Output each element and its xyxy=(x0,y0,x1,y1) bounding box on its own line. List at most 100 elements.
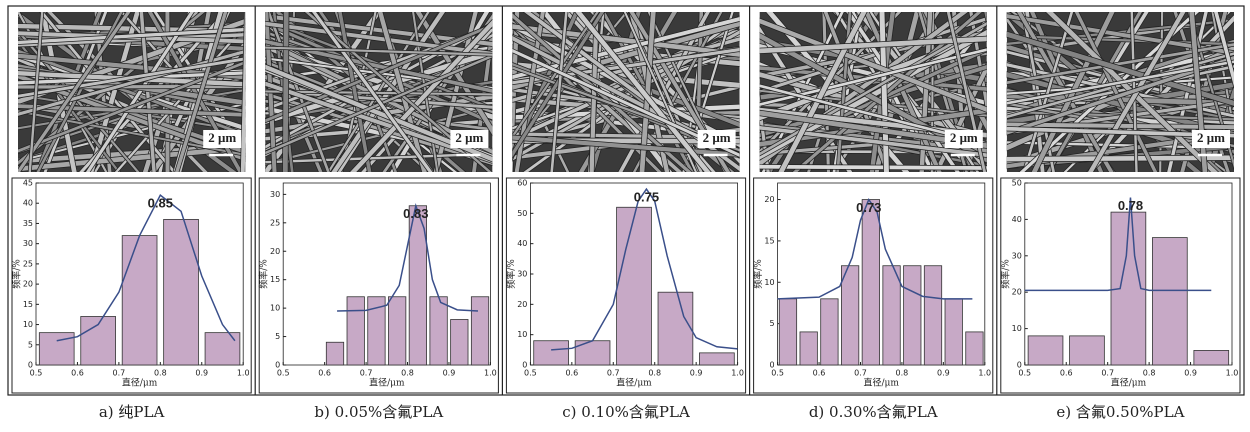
x-tick-label: 0.9 xyxy=(195,369,208,378)
y-tick-label: 50 xyxy=(1012,179,1022,188)
fiber xyxy=(987,158,1250,160)
bar xyxy=(617,207,652,365)
x-tick-label: 0.6 xyxy=(318,369,331,378)
fiber xyxy=(252,0,253,192)
y-tick-label: 35 xyxy=(23,219,33,228)
bar xyxy=(699,353,734,365)
x-tick-label: 0.7 xyxy=(607,369,620,378)
y-axis-label: 频率/% xyxy=(505,259,517,289)
y-tick-label: 30 xyxy=(517,270,527,279)
x-axis-label: 直径/μm xyxy=(122,377,158,389)
bar xyxy=(945,299,962,365)
bar xyxy=(904,266,921,365)
y-tick-label: 30 xyxy=(23,239,33,248)
sem-image: 2 μm xyxy=(720,0,1026,192)
y-tick-label: 10 xyxy=(517,330,527,339)
x-tick-label: 1.0 xyxy=(731,369,744,378)
fit-curve xyxy=(337,206,478,311)
bar xyxy=(841,266,858,365)
y-tick-label: 40 xyxy=(23,199,33,208)
y-tick-label: 45 xyxy=(23,179,33,188)
bar xyxy=(575,341,610,365)
peak-annotation: 0.73 xyxy=(856,200,881,215)
x-tick-label: 0.9 xyxy=(937,369,950,378)
bar xyxy=(471,297,488,365)
x-tick-label: 0.6 xyxy=(565,369,578,378)
y-tick-label: 10 xyxy=(270,304,280,313)
y-tick-label: 40 xyxy=(1012,215,1022,224)
sem-image: 2 μm xyxy=(475,0,775,192)
x-tick-label: 0.9 xyxy=(443,369,456,378)
fiber xyxy=(285,0,286,192)
y-tick-label: 20 xyxy=(270,247,280,256)
y-tick-label: 30 xyxy=(270,190,280,199)
y-tick-label: 40 xyxy=(517,239,527,248)
bar xyxy=(451,320,468,366)
x-tick-label: 0.5 xyxy=(524,369,537,378)
x-tick-label: 0.6 xyxy=(813,369,826,378)
x-tick-label: 0.6 xyxy=(1060,369,1073,378)
bar xyxy=(164,219,199,365)
y-tick-label: 5 xyxy=(275,332,280,341)
bar xyxy=(347,297,364,365)
y-tick-label: 15 xyxy=(270,275,280,284)
x-tick-label: 0.5 xyxy=(30,369,43,378)
panel-caption: e) 含氟0.50%PLA xyxy=(1056,403,1184,421)
y-tick-label: 25 xyxy=(270,218,280,227)
x-tick-label: 1.0 xyxy=(237,369,250,378)
y-tick-label: 50 xyxy=(517,209,527,218)
fiber xyxy=(1236,0,1250,192)
scale-label: 2 μm xyxy=(208,130,236,145)
y-tick-label: 10 xyxy=(23,320,33,329)
bar xyxy=(966,332,983,365)
x-tick-label: 0.7 xyxy=(1101,369,1114,378)
scale-label: 2 μm xyxy=(950,130,978,145)
y-tick-label: 25 xyxy=(23,259,33,268)
x-tick-label: 0.6 xyxy=(71,369,84,378)
bar xyxy=(388,297,405,365)
fiber xyxy=(252,0,253,192)
y-tick-label: 20 xyxy=(1012,288,1022,297)
bar xyxy=(883,266,900,365)
bar xyxy=(534,341,569,365)
y-tick-label: 10 xyxy=(1012,324,1022,333)
peak-annotation: 0.78 xyxy=(1118,198,1143,213)
x-tick-label: 0.8 xyxy=(896,369,909,378)
bar xyxy=(924,266,941,365)
x-tick-label: 0.7 xyxy=(854,369,867,378)
x-axis-label: 直径/μm xyxy=(369,377,405,389)
panel-caption: b) 0.05%含氟PLA xyxy=(314,403,443,421)
peak-annotation: 0.83 xyxy=(403,206,428,221)
bar xyxy=(821,299,838,365)
y-axis-label: 频率/% xyxy=(752,259,764,289)
bar xyxy=(1194,350,1229,365)
scale-label: 2 μm xyxy=(703,130,731,145)
bar xyxy=(205,333,240,365)
x-tick-label: 1.0 xyxy=(1226,369,1239,378)
scale-label: 2 μm xyxy=(1197,130,1225,145)
x-axis-label: 直径/μm xyxy=(616,377,652,389)
y-axis-label: 频率/% xyxy=(258,259,270,289)
bar xyxy=(1028,336,1063,365)
bar xyxy=(430,297,447,365)
bar xyxy=(1152,238,1187,365)
x-axis-label: 直径/μm xyxy=(863,377,899,389)
y-axis-label: 频率/% xyxy=(999,259,1011,289)
peak-annotation: 0.85 xyxy=(148,196,173,211)
x-tick-label: 0.5 xyxy=(277,369,290,378)
sem-image: 2 μm xyxy=(981,0,1250,192)
bar xyxy=(779,299,796,365)
bar xyxy=(326,342,343,365)
bar xyxy=(862,200,879,365)
bar xyxy=(122,236,157,365)
x-tick-label: 0.9 xyxy=(690,369,703,378)
x-tick-label: 0.5 xyxy=(771,369,784,378)
bar xyxy=(800,332,817,365)
y-tick-label: 5 xyxy=(770,319,775,328)
scale-label: 2 μm xyxy=(455,130,483,145)
fiber xyxy=(1236,0,1250,192)
panel-caption: c) 0.10%含氟PLA xyxy=(562,403,690,421)
y-tick-label: 20 xyxy=(517,300,527,309)
y-tick-label: 5 xyxy=(28,340,33,349)
